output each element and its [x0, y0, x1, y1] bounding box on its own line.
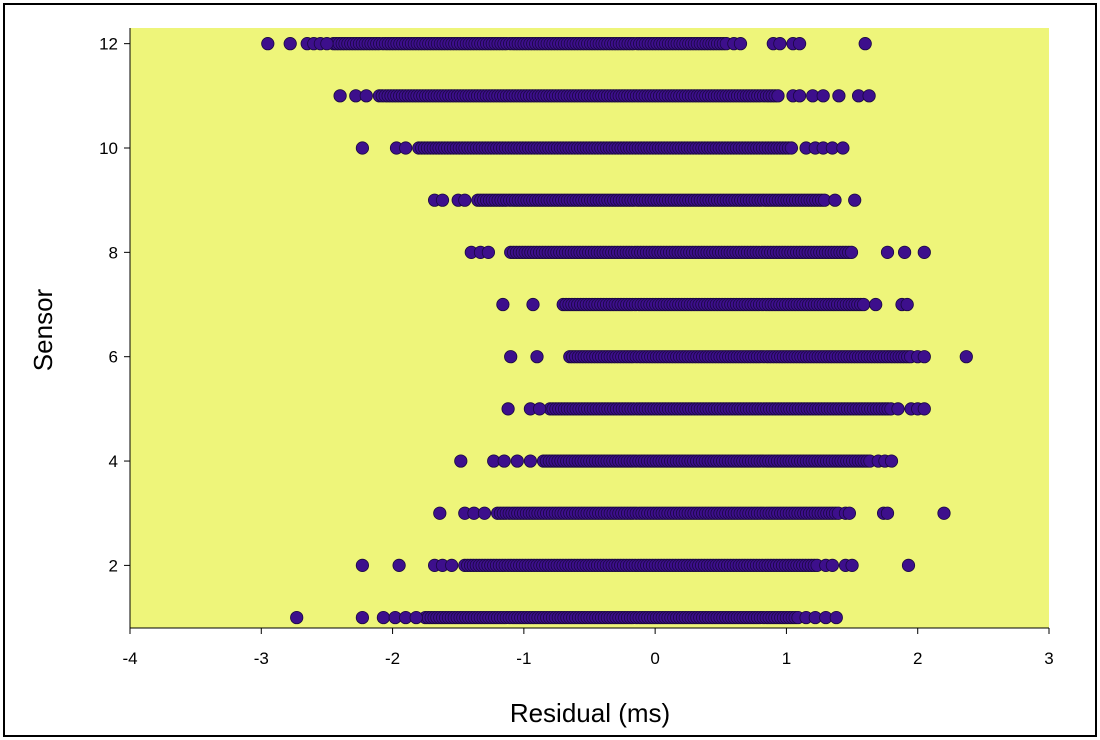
data-point	[481, 245, 495, 259]
data-point	[917, 245, 931, 259]
data-point	[497, 454, 511, 468]
data-points	[261, 37, 973, 625]
data-point	[355, 141, 369, 155]
data-point	[900, 297, 914, 312]
x-tick-label: -4	[122, 649, 137, 668]
sensor-4-points	[454, 454, 899, 468]
data-point	[526, 297, 540, 312]
y-tick-label: 6	[109, 348, 118, 367]
plot-area	[130, 28, 1049, 628]
data-point	[530, 350, 544, 364]
data-point	[792, 37, 807, 51]
data-point	[496, 297, 510, 312]
x-tick-label: -2	[385, 649, 400, 668]
data-point	[355, 610, 369, 625]
data-point	[845, 558, 859, 572]
x-tick-label: 0	[650, 649, 659, 668]
data-point	[848, 193, 862, 207]
x-axis-ticks: -4 -3 -2 -1 0 1 2 3	[122, 628, 1054, 668]
data-point	[937, 506, 951, 520]
data-point	[501, 402, 515, 416]
sensor-8-points	[464, 245, 931, 259]
data-point	[392, 558, 406, 572]
data-point	[523, 454, 538, 468]
data-point	[917, 350, 931, 364]
y-tick-label: 10	[99, 139, 118, 158]
data-point	[290, 610, 304, 625]
data-point	[856, 297, 871, 312]
data-point	[836, 141, 850, 155]
sensor-10-points	[355, 141, 850, 155]
y-axis-ticks: 2 4 6 8 10 12	[99, 35, 130, 575]
data-point	[733, 37, 748, 51]
x-tick-label: 1	[782, 649, 791, 668]
data-point	[504, 350, 518, 364]
data-point	[261, 37, 275, 51]
data-point	[869, 297, 883, 312]
data-point	[862, 89, 876, 103]
sensor-7-points	[496, 297, 914, 312]
sensor-12-points	[261, 37, 872, 51]
sensor-5-points	[501, 402, 931, 416]
x-tick-label: -1	[516, 649, 531, 668]
data-point	[359, 89, 373, 103]
data-point	[959, 350, 973, 364]
data-point	[771, 89, 785, 103]
data-point	[891, 402, 905, 416]
sensor-11-points	[333, 89, 876, 103]
data-point	[355, 558, 369, 572]
data-point	[917, 402, 931, 416]
x-tick-label: 2	[913, 649, 922, 668]
data-point	[409, 610, 423, 625]
data-point	[283, 37, 297, 51]
sensor-6-points	[504, 350, 973, 364]
data-point	[435, 193, 450, 207]
data-point	[376, 610, 390, 625]
y-tick-label: 4	[109, 452, 118, 471]
x-axis-title: Residual (ms)	[510, 698, 670, 728]
sensor-9-points	[427, 193, 862, 207]
sensor-2-points	[355, 558, 916, 572]
data-point	[477, 506, 492, 520]
data-point	[773, 37, 787, 51]
data-point	[399, 141, 413, 155]
y-tick-label: 8	[109, 243, 118, 262]
data-point	[858, 37, 872, 51]
data-point	[433, 506, 447, 520]
data-point	[828, 193, 842, 207]
x-tick-label: 3	[1044, 649, 1053, 668]
data-point	[532, 402, 547, 416]
data-point	[897, 245, 912, 259]
data-point	[816, 89, 830, 103]
sensor-3-points	[433, 506, 951, 520]
data-point	[458, 193, 472, 207]
sensor-1-points	[290, 610, 843, 625]
y-tick-label: 2	[109, 556, 118, 575]
data-point	[510, 454, 524, 468]
data-point	[445, 558, 459, 572]
data-point	[792, 89, 807, 103]
x-tick-label: -3	[254, 649, 269, 668]
data-point	[842, 506, 857, 520]
data-point	[844, 245, 859, 259]
y-axis-title: Sensor	[28, 288, 58, 371]
data-point	[901, 558, 916, 572]
data-point	[825, 558, 840, 572]
data-point	[880, 506, 895, 520]
data-point	[333, 89, 347, 103]
y-tick-label: 12	[99, 35, 118, 54]
data-point	[454, 454, 468, 468]
data-point	[829, 610, 843, 625]
data-point	[884, 454, 899, 468]
data-point	[784, 141, 799, 155]
data-point	[880, 245, 895, 259]
data-point	[832, 89, 846, 103]
data-point	[320, 37, 334, 51]
